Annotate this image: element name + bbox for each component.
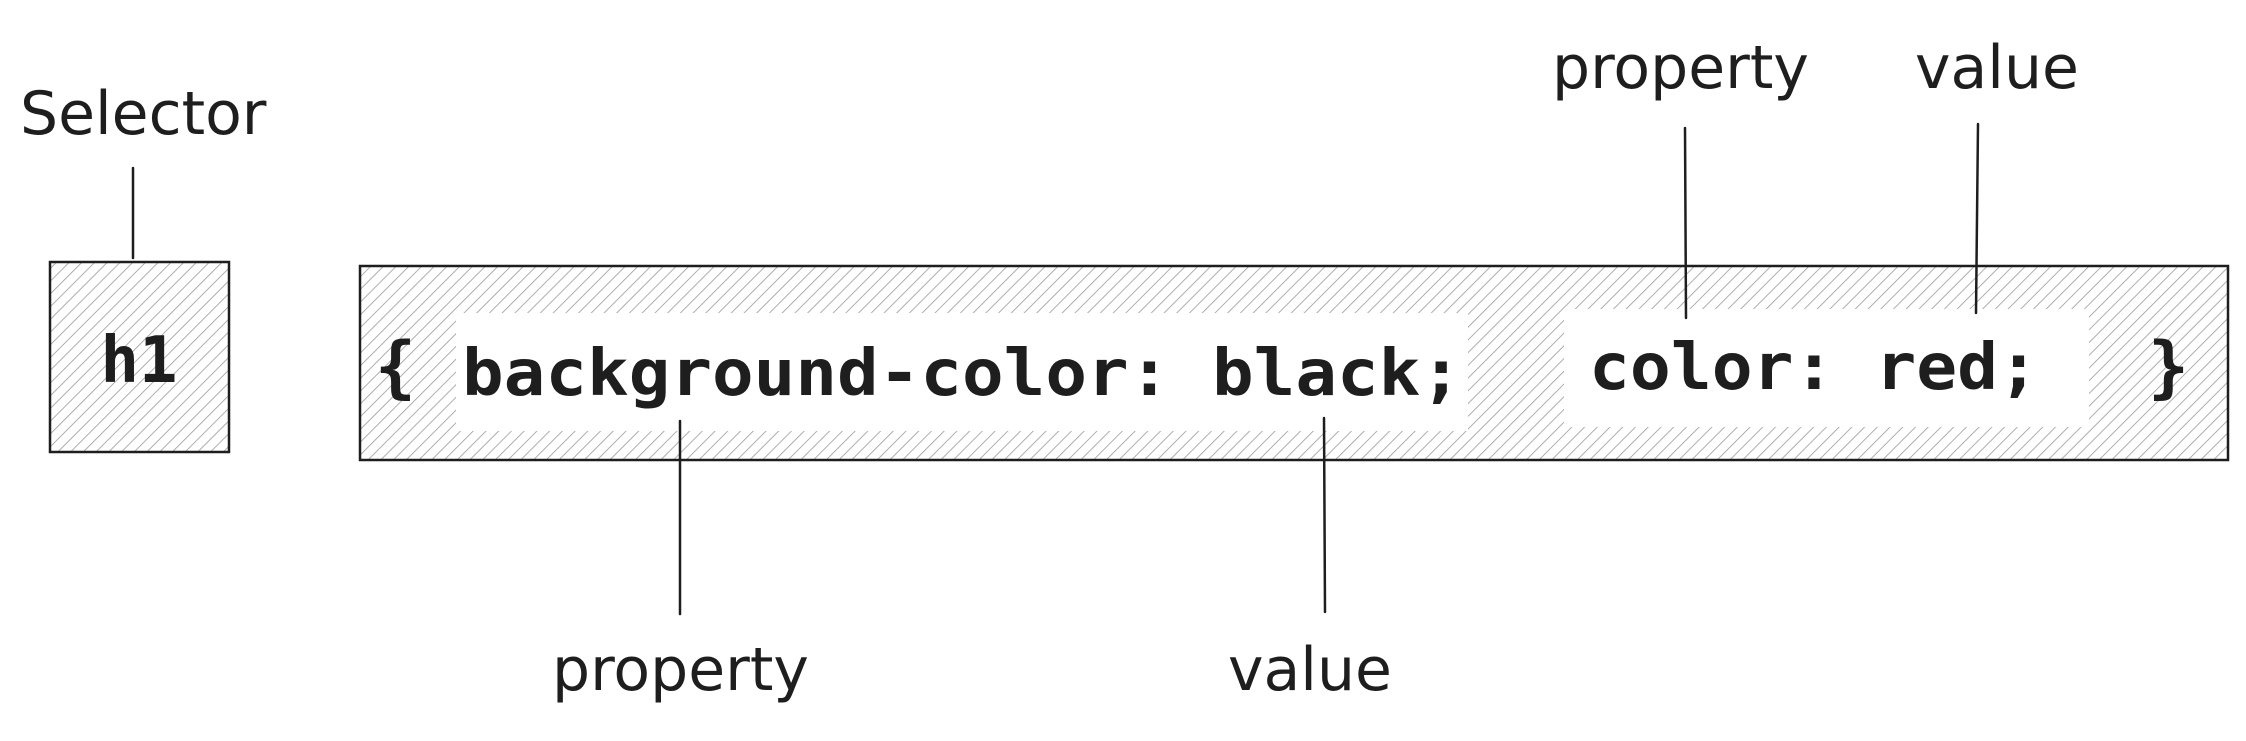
declaration-1-code: background-color: black;: [462, 337, 1462, 411]
property-top-leader-line: [1683, 126, 1688, 320]
close-brace: }: [2148, 328, 2189, 407]
value-bottom-leader-line: [1322, 416, 1327, 614]
declaration-2-code: color: red;: [1589, 331, 2039, 405]
selector-box: [48, 260, 231, 454]
selector-code: h1: [100, 324, 177, 398]
property-label-bottom: property: [552, 635, 809, 705]
declaration-1-panel: [456, 313, 1468, 431]
open-brace: {: [375, 328, 416, 407]
value-top-leader-line: [1974, 122, 1980, 315]
value-label-bottom: value: [1228, 635, 1392, 705]
property-label-top: property: [1552, 33, 1809, 103]
selector-label: Selector: [20, 79, 267, 149]
declaration-2-panel: [1564, 309, 2089, 427]
value-label-top: value: [1915, 33, 2079, 103]
